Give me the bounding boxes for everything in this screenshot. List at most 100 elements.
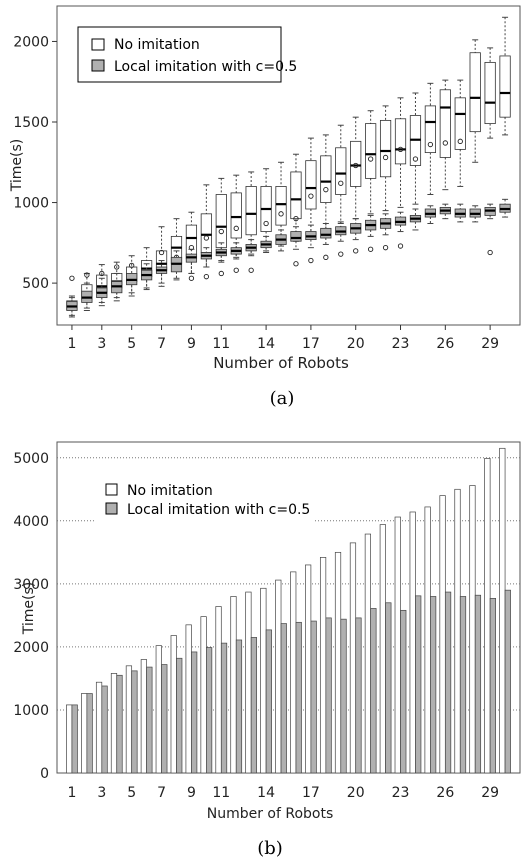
y-tick-label: 2000 bbox=[13, 640, 49, 656]
bar-no-imitation bbox=[319, 557, 327, 774]
bar-local-imitation bbox=[176, 657, 183, 774]
y-tick-label: 5000 bbox=[13, 451, 49, 467]
bar-local-imitation bbox=[474, 594, 482, 774]
box-no-imitation bbox=[320, 155, 332, 203]
bar-no-imitation bbox=[439, 495, 446, 774]
bar-local-imitation bbox=[220, 642, 228, 774]
outlier-no-imitation bbox=[308, 193, 314, 199]
outlier-no-imitation bbox=[338, 180, 344, 186]
box-no-imitation bbox=[394, 118, 407, 165]
bar-local-imitation bbox=[71, 704, 78, 774]
box-no-imitation bbox=[230, 192, 242, 239]
box-no-imitation bbox=[454, 97, 466, 150]
outlier-no-imitation bbox=[263, 220, 269, 227]
bar-no-imitation bbox=[349, 542, 357, 774]
x-tick-label: 20 bbox=[347, 336, 365, 352]
outlier-no-imitation bbox=[382, 154, 389, 161]
bar-no-imitation bbox=[275, 579, 282, 774]
bar-local-imitation bbox=[265, 629, 272, 774]
outlier-no-imitation bbox=[457, 138, 463, 144]
bar-chart: 0 1000 2000 3000 4000 5000 1 3 5 7 9 11 14 17 20 23 26 2… bbox=[13, 441, 521, 859]
y-tick-label: 1000 bbox=[13, 196, 49, 212]
bar-legend: No imitation Local imitation with c=0.5 bbox=[96, 471, 314, 529]
bar-y-label: Time(s) bbox=[21, 582, 37, 635]
outlier-local-imitation bbox=[293, 261, 299, 267]
outlier-no-imitation bbox=[84, 272, 90, 278]
bar-local-imitation bbox=[101, 685, 108, 774]
legend-label-local-imitation: Local imitation with c=0.5 bbox=[127, 502, 310, 518]
box-local-imitation bbox=[320, 227, 332, 239]
outlier-local-imitation bbox=[233, 267, 239, 273]
box-no-imitation bbox=[200, 213, 212, 253]
x-tick-label: 23 bbox=[392, 785, 410, 801]
x-tick-label: 7 bbox=[157, 336, 166, 352]
bar-local-imitation bbox=[191, 651, 198, 774]
legend-label-no-imitation: No imitation bbox=[127, 483, 213, 499]
bar-local-imitation bbox=[325, 617, 332, 774]
bar-no-imitation bbox=[394, 516, 401, 774]
outlier-local-imitation bbox=[188, 275, 195, 281]
bar-x-axis: 1 3 5 7 9 11 14 17 20 23 26 29 bbox=[67, 785, 499, 801]
box-no-imitation bbox=[365, 123, 377, 179]
outlier-no-imitation bbox=[233, 225, 239, 231]
bar-no-imitation bbox=[140, 659, 147, 774]
outlier-local-imitation bbox=[397, 243, 404, 249]
box-no-imitation bbox=[469, 52, 481, 133]
bar-local-imitation bbox=[355, 617, 362, 774]
bar-local-imitation bbox=[340, 618, 347, 774]
x-tick-label: 17 bbox=[302, 336, 320, 352]
bar-no-imitation bbox=[499, 447, 506, 774]
x-tick-label: 1 bbox=[67, 785, 76, 801]
outlier-no-imitation bbox=[293, 216, 299, 222]
x-tick-label: 17 bbox=[302, 785, 320, 801]
bar-local-imitation bbox=[116, 674, 123, 774]
x-tick-label: 26 bbox=[436, 336, 454, 352]
x-tick-label: 20 bbox=[347, 785, 365, 801]
bar-local-imitation bbox=[370, 608, 377, 774]
x-tick-label: 5 bbox=[127, 336, 136, 352]
x-tick-label: 14 bbox=[257, 336, 275, 352]
outlier-local-imitation bbox=[218, 270, 224, 277]
x-tick-label: 3 bbox=[97, 336, 106, 352]
bar-x-label: Number of Robots bbox=[207, 806, 334, 822]
bar-local-imitation bbox=[415, 595, 422, 774]
outlier-no-imitation bbox=[158, 249, 165, 256]
bar-local-imitation bbox=[310, 620, 317, 774]
x-tick-label: 7 bbox=[157, 785, 166, 801]
bar-local-imitation bbox=[444, 591, 452, 774]
x-tick-label: 5 bbox=[127, 785, 136, 801]
legend-swatch-no-imitation bbox=[105, 483, 118, 496]
box-no-imitation bbox=[290, 171, 302, 220]
box-no-imitation bbox=[424, 105, 436, 154]
bar-no-imitation bbox=[81, 693, 88, 774]
boxplot-x-axis: 1 3 5 7 9 11 14 17 20 23 26 29 bbox=[67, 325, 499, 352]
bar-no-imitation bbox=[170, 635, 177, 774]
x-tick-label: 1 bbox=[67, 336, 76, 352]
outlier-no-imitation bbox=[114, 264, 120, 270]
bar-no-imitation bbox=[125, 665, 133, 774]
bar-local-imitation bbox=[206, 647, 213, 774]
legend-swatch-no-imitation bbox=[91, 38, 105, 51]
bar-no-imitation bbox=[305, 564, 312, 774]
legend-label-no-imitation: No imitation bbox=[114, 37, 200, 53]
bar-local-imitation bbox=[86, 693, 93, 774]
outlier-no-imitation bbox=[427, 141, 434, 148]
x-tick-label: 3 bbox=[97, 785, 106, 801]
box-no-imitation bbox=[350, 140, 362, 187]
outlier-local-imitation bbox=[338, 251, 344, 257]
outlier-local-imitation bbox=[248, 267, 254, 273]
bar-local-imitation bbox=[459, 596, 467, 774]
bar-no-imitation bbox=[334, 551, 342, 774]
legend-frame bbox=[77, 26, 282, 83]
bar-no-imitation bbox=[110, 673, 118, 774]
y-tick-label: 0 bbox=[40, 766, 49, 782]
outlier-local-imitation bbox=[203, 274, 210, 280]
outlier-no-imitation bbox=[367, 156, 374, 162]
legend-frame bbox=[96, 471, 314, 529]
bar-local-imitation bbox=[385, 602, 392, 774]
bar-local-imitation bbox=[161, 664, 168, 774]
y-tick-label: 500 bbox=[22, 276, 49, 292]
x-tick-label: 26 bbox=[436, 785, 454, 801]
box-no-imitation bbox=[215, 194, 227, 249]
